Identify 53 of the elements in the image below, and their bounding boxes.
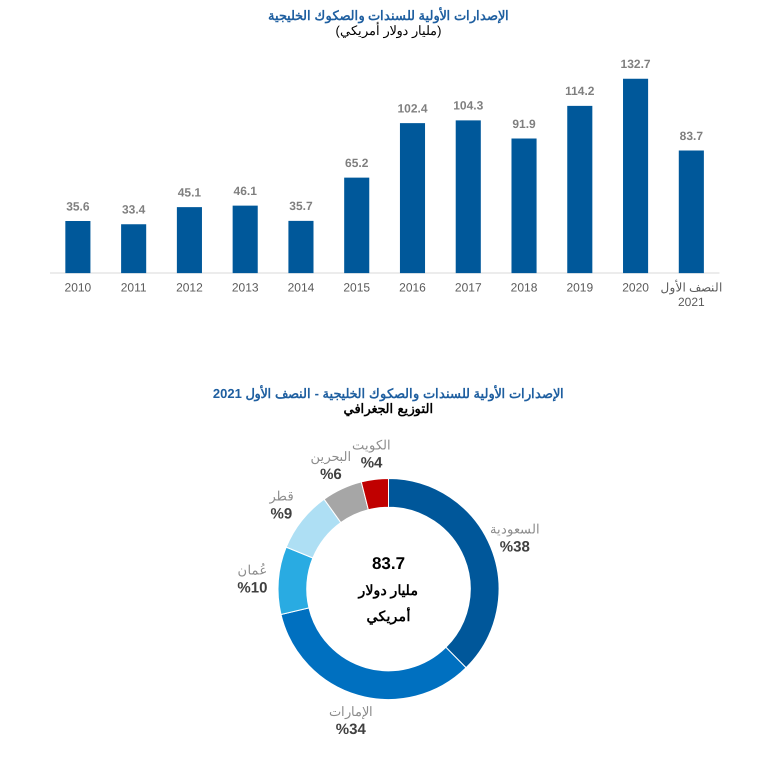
slice-label: عُمان bbox=[237, 562, 268, 578]
data-label: 35.7 bbox=[289, 199, 313, 214]
x-tick-label: 2016 bbox=[399, 280, 426, 295]
chart-subtitle: (مليار دولار أمريكي) bbox=[336, 23, 442, 38]
data-label: 46.1 bbox=[234, 184, 258, 198]
data-label: %6 bbox=[320, 466, 342, 484]
bar bbox=[344, 178, 370, 274]
x-tick-label: 2010 bbox=[64, 280, 92, 295]
chart-title: الإصدارات الأولية للسندات والصكوك الخليجية - النصف الأول 2021 bbox=[212, 386, 566, 401]
data-label: 104.3 bbox=[453, 98, 484, 113]
x-tick-label: 2014 bbox=[288, 280, 315, 295]
data-label: %10 bbox=[237, 579, 268, 596]
x-tick-label: 2011 bbox=[120, 280, 147, 295]
bar bbox=[121, 224, 146, 274]
slice-label: قطر bbox=[268, 488, 294, 504]
x-tick-label: 2018 bbox=[510, 280, 538, 295]
slice-label: السعودية bbox=[490, 521, 540, 538]
data-label: 33.4 bbox=[122, 202, 146, 217]
bar bbox=[456, 120, 481, 274]
text: مليار دولار أمريكي bbox=[356, 581, 420, 627]
x-tick-label: 2013 bbox=[232, 280, 259, 295]
slice-label: الكويت bbox=[352, 438, 392, 454]
data-label: 114.2 bbox=[565, 84, 595, 98]
chart-title: الإصدارات الأولية للسندات والصكوك الخليجية bbox=[266, 8, 510, 23]
x-tick-label: 2020 bbox=[622, 280, 650, 295]
bar bbox=[176, 207, 202, 274]
bar bbox=[232, 206, 258, 274]
data-label: 65.2 bbox=[345, 156, 369, 170]
bar bbox=[678, 150, 704, 274]
x-tick-label: 2012 bbox=[176, 280, 204, 295]
x-tick-label: 2017 bbox=[454, 280, 482, 295]
data-label: 91.9 bbox=[512, 116, 536, 131]
data-label: 45.1 bbox=[178, 185, 202, 200]
bar bbox=[511, 138, 537, 274]
data-label: 132.7 bbox=[620, 57, 651, 72]
chart-subtitle: التوزيع الجغرافي bbox=[342, 401, 434, 416]
bar bbox=[400, 123, 426, 274]
slice-label: الإمارات bbox=[328, 704, 373, 720]
data-label: 83.7 bbox=[680, 128, 704, 143]
bar bbox=[288, 220, 314, 274]
text: 83.7 bbox=[370, 553, 406, 575]
data-label: %34 bbox=[336, 721, 366, 738]
data-label: %38 bbox=[500, 538, 530, 556]
data-label: 102.4 bbox=[397, 101, 428, 116]
x-tick-label: 2019 bbox=[566, 280, 594, 295]
data-label: 35.6 bbox=[66, 199, 90, 214]
bar bbox=[65, 221, 90, 274]
data-label: %9 bbox=[270, 505, 292, 522]
data-label: %4 bbox=[360, 454, 384, 472]
slice-label: البحرين bbox=[310, 449, 352, 466]
bar bbox=[567, 106, 592, 274]
x-tick-label: 2015 bbox=[343, 280, 370, 295]
bar bbox=[623, 78, 648, 274]
